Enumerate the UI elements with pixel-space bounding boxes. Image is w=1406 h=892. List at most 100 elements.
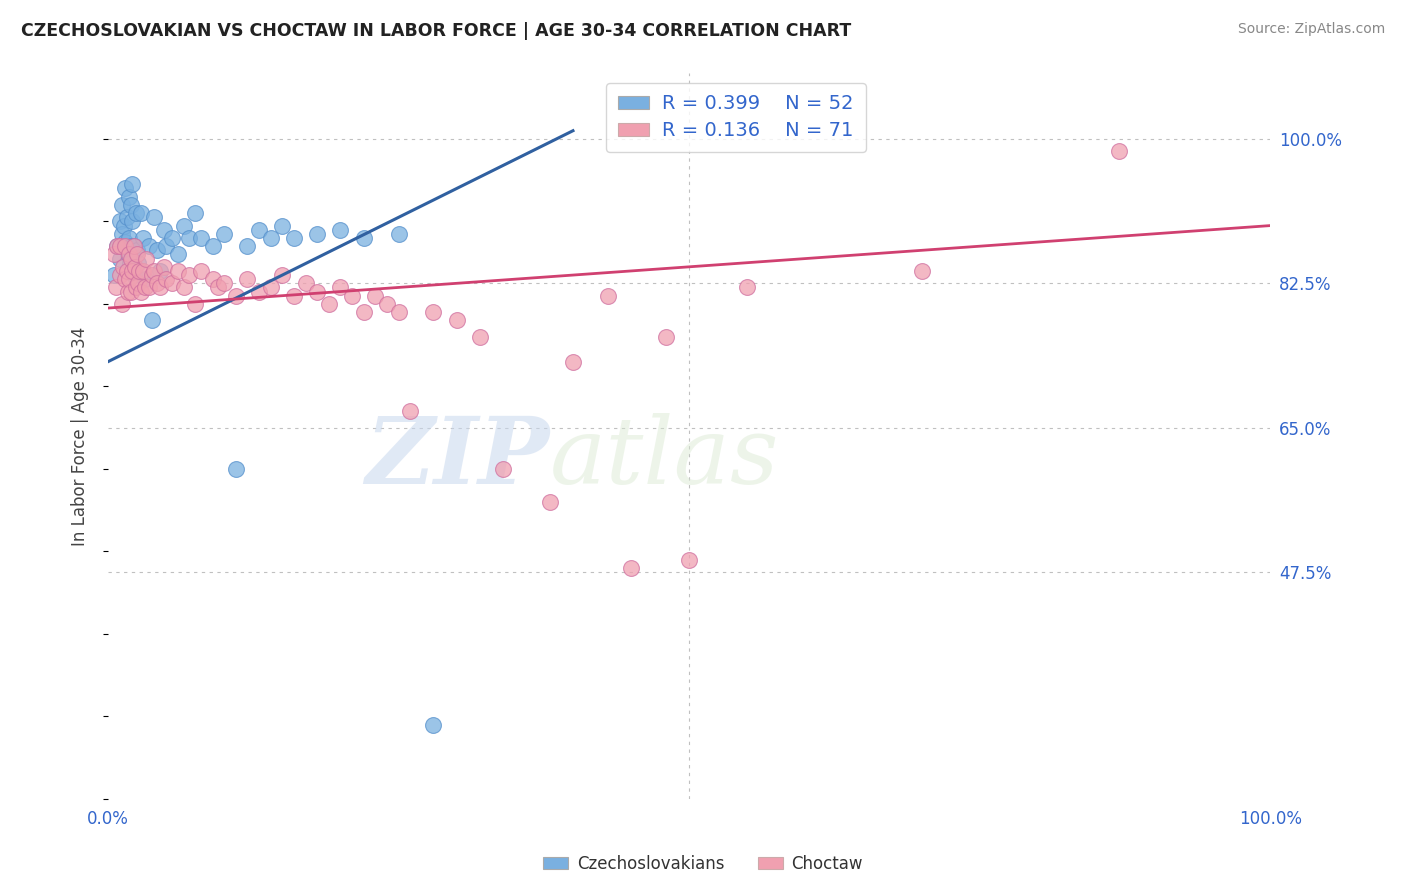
Point [124, 260, 146, 274]
Point [283, 288, 305, 302]
Point [118, 247, 141, 261]
Point [152, 223, 174, 237]
Point [121, 214, 143, 228]
Point [111, 198, 134, 212]
Point [128, 264, 150, 278]
Point [111, 227, 134, 241]
Point [141, 313, 163, 327]
Point [166, 247, 188, 261]
Point [118, 190, 141, 204]
Text: CZECHOSLOVAKIAN VS CHOCTAW IN LABOR FORCE | AGE 30-34 CORRELATION CHART: CZECHOSLOVAKIAN VS CHOCTAW IN LABOR FORC… [21, 22, 852, 40]
Point [294, 277, 316, 291]
Point [212, 277, 235, 291]
Point [117, 285, 139, 299]
Point [538, 495, 561, 509]
Point [225, 288, 247, 302]
Point [115, 211, 138, 225]
Point [190, 264, 212, 278]
Point [141, 268, 163, 282]
Point [318, 297, 340, 311]
Point [201, 239, 224, 253]
Point [166, 264, 188, 278]
Point [562, 354, 585, 368]
Point [122, 239, 145, 253]
Point [132, 231, 155, 245]
Point [271, 219, 294, 233]
Point [125, 206, 148, 220]
Point [114, 235, 136, 249]
Point [596, 288, 619, 302]
Point [179, 268, 201, 282]
Point [620, 561, 643, 575]
Point [108, 252, 131, 266]
Point [340, 288, 363, 302]
Point [307, 227, 329, 241]
Point [117, 247, 139, 261]
Point [422, 717, 444, 731]
Point [446, 313, 468, 327]
Point [283, 231, 305, 245]
Point [134, 280, 156, 294]
Point [143, 211, 166, 225]
Point [207, 280, 229, 294]
Point [134, 272, 156, 286]
Point [236, 272, 259, 286]
Point [388, 227, 411, 241]
Point [143, 264, 166, 278]
Point [737, 280, 759, 294]
Point [146, 244, 169, 258]
Y-axis label: In Labor Force | Age 30-34: In Labor Force | Age 30-34 [72, 326, 89, 546]
Point [155, 272, 177, 286]
Point [155, 239, 177, 253]
Point [260, 231, 283, 245]
Point [118, 231, 141, 245]
Point [375, 297, 398, 311]
Point [149, 264, 172, 278]
Point [307, 285, 329, 299]
Point [364, 288, 387, 302]
Point [399, 404, 422, 418]
Point [329, 280, 352, 294]
Point [105, 239, 128, 253]
Point [388, 305, 411, 319]
Point [201, 272, 224, 286]
Point [160, 277, 183, 291]
Point [1108, 145, 1130, 159]
Point [184, 297, 207, 311]
Point [120, 252, 142, 266]
Point [353, 305, 375, 319]
Point [655, 330, 678, 344]
Text: ZIP: ZIP [366, 413, 550, 503]
Point [135, 252, 157, 266]
Point [105, 280, 128, 294]
Point [678, 552, 700, 566]
Point [422, 305, 444, 319]
Point [236, 239, 259, 253]
Point [129, 206, 152, 220]
Legend: R = 0.399    N = 52, R = 0.136    N = 71: R = 0.399 N = 52, R = 0.136 N = 71 [606, 83, 866, 152]
Point [114, 181, 136, 195]
Point [105, 239, 128, 253]
Point [108, 239, 131, 253]
Point [111, 297, 134, 311]
Point [212, 227, 235, 241]
Point [152, 260, 174, 274]
Point [125, 247, 148, 261]
Point [129, 285, 152, 299]
Point [118, 272, 141, 286]
Point [138, 280, 160, 294]
Point [112, 219, 135, 233]
Point [121, 264, 143, 278]
Point [120, 285, 142, 299]
Point [127, 255, 149, 269]
Text: Source: ZipAtlas.com: Source: ZipAtlas.com [1237, 22, 1385, 37]
Point [127, 277, 149, 291]
Point [120, 255, 142, 269]
Point [114, 239, 136, 253]
Point [125, 280, 148, 294]
Point [271, 268, 294, 282]
Point [160, 231, 183, 245]
Point [108, 268, 131, 282]
Point [353, 231, 375, 245]
Point [122, 239, 145, 253]
